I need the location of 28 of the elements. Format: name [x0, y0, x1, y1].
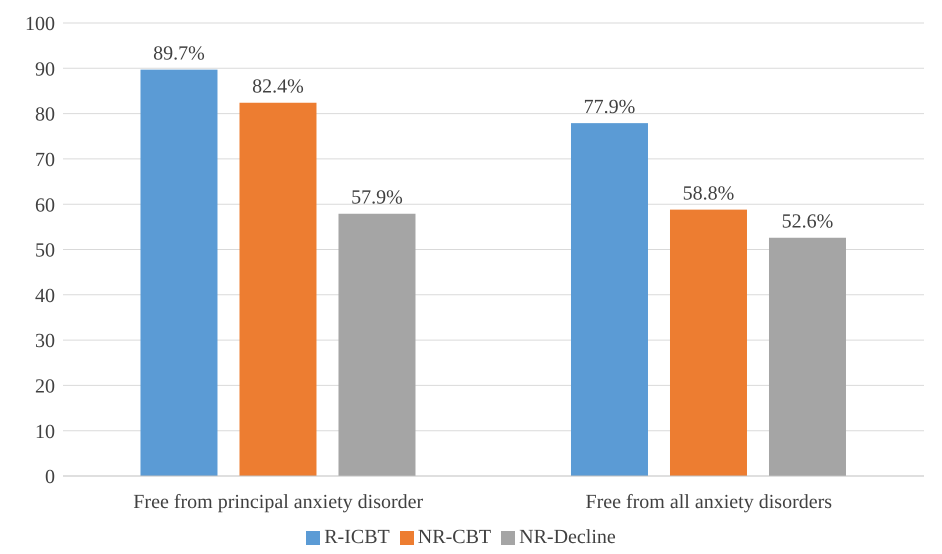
data-label: 89.7% — [153, 42, 205, 65]
data-label: 57.9% — [351, 186, 403, 209]
y-tick-label: 0 — [45, 466, 55, 488]
legend-label: NR-Decline — [519, 526, 616, 548]
bar — [338, 214, 416, 476]
y-tick-label: 90 — [35, 58, 55, 80]
y-tick-label: 50 — [35, 240, 55, 262]
y-tick-label: 80 — [35, 104, 55, 126]
y-tick-label: 30 — [35, 330, 55, 352]
bar — [570, 123, 648, 476]
y-tick-label: 70 — [35, 149, 55, 171]
bar — [768, 238, 846, 476]
bar — [239, 102, 316, 476]
legend-label: R-ICBT — [324, 526, 390, 548]
data-label: 77.9% — [584, 96, 636, 118]
y-tick-label: 20 — [35, 376, 55, 398]
data-label: 82.4% — [252, 76, 304, 98]
y-tick-label: 60 — [35, 194, 55, 216]
y-tick-label: 10 — [35, 420, 55, 443]
data-label: 58.8% — [682, 182, 734, 205]
x-tick-label: Free from all anxiety disorders — [585, 491, 832, 514]
y-tick-label: 40 — [35, 284, 55, 307]
bar — [140, 70, 218, 476]
data-label: 52.6% — [782, 210, 834, 233]
y-tick-label: 100 — [25, 13, 55, 36]
bar — [670, 210, 747, 476]
legend-label: NR-CBT — [418, 526, 492, 548]
x-tick-label: Free from principal anxiety disorder — [133, 491, 424, 514]
